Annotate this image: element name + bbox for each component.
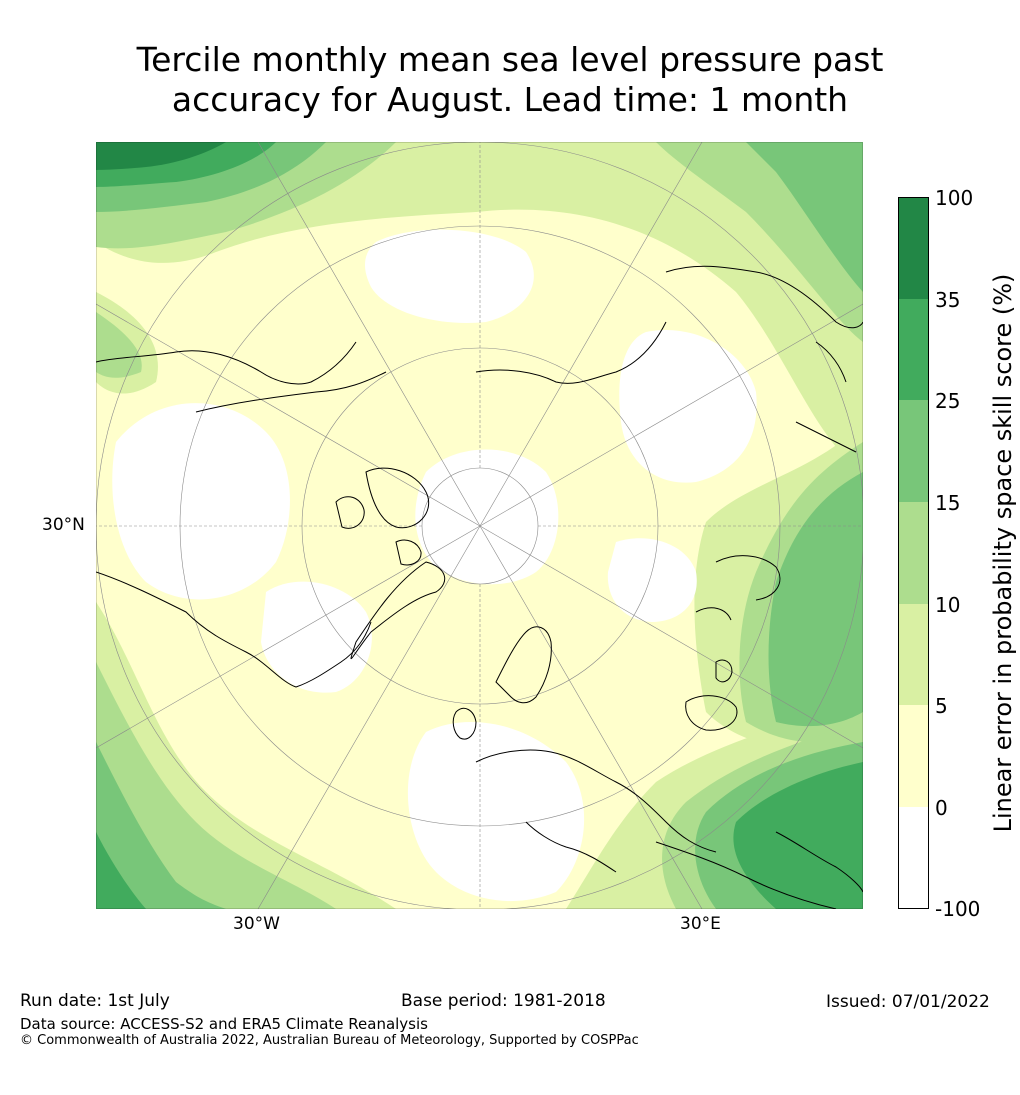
coast-alaska	[96, 341, 357, 385]
title-line-2: accuracy for August. Lead time: 1 month	[171, 80, 849, 119]
polar-skill-map	[96, 142, 863, 909]
no-skill-patch-atlantic	[407, 722, 585, 902]
copyright: © Commonwealth of Australia 2022, Austra…	[20, 1033, 639, 1048]
skill-zone-sw-1525	[96, 742, 226, 909]
skill-zone-w-1015	[96, 312, 142, 378]
colorbar-tick-5: 5	[935, 694, 948, 718]
chart-title: Tercile monthly mean sea level pressure …	[0, 40, 1020, 120]
coast-canadian-archipelago	[335, 467, 430, 566]
data-source: Data source: ACCESS-S2 and ERA5 Climate …	[20, 1015, 428, 1033]
skill-zone-se-2535	[733, 762, 863, 909]
coast-central-asia	[695, 555, 781, 621]
colorbar-tick-100: 100	[935, 186, 974, 210]
coast-middle-east	[655, 831, 863, 909]
colorbar	[898, 197, 929, 909]
skill-zone-ne-1525	[746, 142, 863, 292]
lon-label-30e: 30°E	[680, 914, 721, 934]
colorbar-bin-25-35	[898, 299, 929, 400]
lon-label-30w: 30°W	[233, 914, 280, 934]
colorbar-bin-neg100-0	[898, 807, 929, 909]
no-skill-patch-west	[112, 403, 290, 600]
coast-scandinavia	[495, 626, 552, 704]
issued-date: Issued: 07/01/2022	[826, 992, 990, 1012]
skill-zone-sw-2535	[96, 832, 146, 909]
coast-east-asia	[795, 341, 857, 453]
lat-label-30n: 30°N	[42, 515, 85, 535]
skill-zone-north-band	[96, 142, 863, 472]
colorbar-bin-10-15	[898, 502, 929, 604]
colorbar-bin-15-25	[898, 400, 929, 502]
coast-siberia	[475, 265, 863, 384]
title-line-1: Tercile monthly mean sea level pressure …	[136, 40, 884, 79]
skill-zone-nw-35100	[96, 142, 226, 170]
colorbar-label: Linear error in probability space skill …	[989, 273, 1017, 833]
coast-europe	[475, 749, 717, 873]
colorbar-bin-5-10	[898, 604, 929, 705]
colorbar-bin-35-100	[898, 197, 929, 299]
no-skill-patch-pacific	[261, 581, 372, 693]
coast-greenland	[350, 561, 446, 659]
colorbar-bin-0-5	[898, 705, 929, 807]
skill-zone-sw-1015	[96, 662, 336, 909]
no-skill-patch-north	[364, 229, 534, 323]
colorbar-tick-25: 25	[935, 389, 961, 413]
graticule	[96, 142, 863, 909]
coast-black-caspian	[685, 659, 738, 731]
colorbar-tick-15: 15	[935, 491, 961, 515]
coast-british-isles	[452, 707, 477, 740]
run-date: Run date: 1st July	[20, 991, 170, 1011]
no-skill-patch-eurasia	[607, 538, 697, 622]
colorbar-tick-0: 0	[935, 796, 948, 820]
base-period: Base period: 1981-2018	[401, 991, 606, 1011]
colorbar-tick-35: 35	[935, 288, 961, 312]
coast-north-america	[96, 371, 387, 688]
no-skill-patch-north-pole	[415, 449, 559, 585]
no-skill-patch-northeast	[619, 330, 757, 483]
colorbar-tick-neg100: -100	[935, 897, 981, 921]
colorbar-tick-10: 10	[935, 593, 961, 617]
coastlines	[96, 265, 863, 909]
skill-zone-east-1525	[768, 472, 863, 727]
